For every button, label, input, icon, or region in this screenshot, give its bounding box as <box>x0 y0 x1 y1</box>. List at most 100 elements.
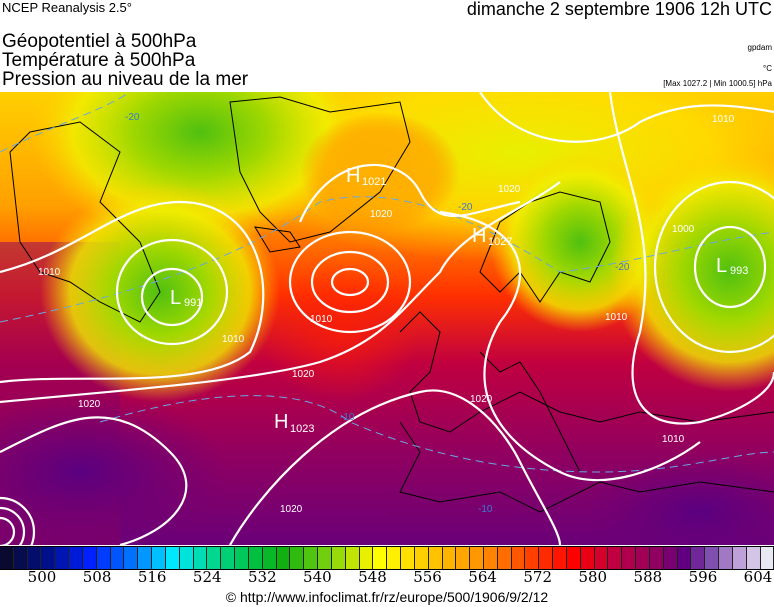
svg-text:1010: 1010 <box>605 312 628 323</box>
colorbar-cell <box>387 547 402 569</box>
weather-map: 1010 1010 1020 1020 1020 1010 1020 1020 … <box>0 92 774 545</box>
svg-text:-20: -20 <box>615 262 630 273</box>
svg-text:1000: 1000 <box>672 224 695 235</box>
colorbar-cell <box>608 547 623 569</box>
colorbar-cell <box>359 547 374 569</box>
svg-text:L: L <box>716 255 727 277</box>
colorbar-cell <box>304 547 319 569</box>
colorbar-cell <box>746 547 761 569</box>
colorbar-label: 540 <box>303 568 332 586</box>
svg-text:-10: -10 <box>478 504 493 515</box>
colorbar-cell <box>428 547 443 569</box>
svg-text:H: H <box>346 165 360 187</box>
colorbar-label: 572 <box>523 568 553 586</box>
colorbar-labels: 500 508 516 524 532 540 548 556 564 572 580 588 596 6… <box>0 568 774 588</box>
svg-text:1010: 1010 <box>712 114 735 125</box>
title-geopotential: Géopotentiel à 500hPa <box>2 31 197 52</box>
unit-gpdam: gpdam <box>747 43 772 52</box>
svg-text:L: L <box>170 287 181 309</box>
colorbar-cell <box>414 547 429 569</box>
colorbar-cell <box>345 547 360 569</box>
isobar-labels: 1010 1010 1020 1020 1020 1010 1020 1020 … <box>38 114 735 515</box>
pressure-center-high-1023: H 1023 <box>274 411 314 435</box>
colorbar-label: 516 <box>137 568 167 586</box>
colorbar-cell <box>483 547 498 569</box>
colorbar-label: 564 <box>468 568 497 586</box>
colorbar-cell <box>235 547 249 569</box>
map-datetime: dimanche 2 septembre 1906 12h UTC <box>466 0 772 19</box>
colorbar-cell <box>649 547 664 569</box>
colorbar-cell <box>594 547 609 569</box>
colorbar-cell <box>124 547 139 569</box>
colorbar-cell <box>373 547 388 569</box>
colorbar-cell <box>82 547 97 569</box>
coastlines <box>9 96 774 513</box>
colorbar-cell <box>470 547 484 569</box>
colorbar-cell <box>248 547 263 569</box>
colorbar-cell <box>55 547 70 569</box>
colorbar-cell <box>539 547 554 569</box>
colorbar-cell <box>663 547 678 569</box>
svg-text:1021: 1021 <box>362 176 386 188</box>
colorbar-cell <box>760 547 774 569</box>
svg-text:1010: 1010 <box>662 434 685 445</box>
svg-text:1010: 1010 <box>222 334 245 345</box>
colorbar-cell <box>553 547 567 569</box>
colorbar-cell <box>276 547 291 569</box>
colorbar-cell <box>152 547 166 569</box>
colorbar-cell <box>207 547 222 569</box>
pressure-center-high-greenland: H 1021 <box>346 165 386 188</box>
colorbar-cell <box>511 547 526 569</box>
colorbar-cell <box>41 547 56 569</box>
colorbar-cell <box>110 547 125 569</box>
svg-text:1020: 1020 <box>280 504 303 515</box>
colorbar-label: 556 <box>413 568 442 586</box>
svg-text:H: H <box>472 225 486 247</box>
title-pressure: Pression au niveau de la mer <box>2 69 249 90</box>
svg-text:-20: -20 <box>125 112 140 123</box>
svg-text:H: H <box>274 411 288 433</box>
svg-text:-10: -10 <box>340 412 355 423</box>
svg-text:1023: 1023 <box>290 423 314 435</box>
svg-text:1027: 1027 <box>488 236 512 248</box>
colorbar-cell <box>165 547 180 569</box>
svg-text:-20: -20 <box>458 202 473 213</box>
colorbar-cell <box>719 547 733 569</box>
colorbar-label: 532 <box>247 568 277 586</box>
svg-text:1010: 1010 <box>38 267 61 278</box>
unit-celsius: °C <box>763 64 772 73</box>
isotherm-labels: -20 -20 -20 -10 -10 <box>125 112 630 515</box>
svg-text:1020: 1020 <box>370 209 393 220</box>
svg-text:1020: 1020 <box>78 399 101 410</box>
colorbar-cell <box>525 547 540 569</box>
colorbar-label: 596 <box>688 568 718 586</box>
colorbar-cell <box>262 547 277 569</box>
colorbar <box>0 546 774 570</box>
colorbar-cell <box>732 547 747 569</box>
colorbar-cell <box>622 547 637 569</box>
colorbar-label: 548 <box>358 568 387 586</box>
svg-text:1020: 1020 <box>292 369 315 380</box>
colorbar-label: 604 <box>743 568 773 586</box>
colorbar-cell <box>566 547 581 569</box>
colorbar-label: 580 <box>578 568 608 586</box>
colorbar-label: 500 <box>27 568 57 586</box>
pressure-center-low-991: L 991 <box>170 287 202 309</box>
title-temperature: Température à 500hPa <box>2 50 196 71</box>
colorbar-cell <box>96 547 111 569</box>
svg-text:1010: 1010 <box>310 314 333 325</box>
colorbar-label: 508 <box>82 568 112 586</box>
colorbar-cell <box>456 547 471 569</box>
colorbar-cell <box>691 547 706 569</box>
copyright-url: © http://www.infoclimat.fr/rz/europe/500… <box>225 589 549 605</box>
colorbar-cell <box>331 547 346 569</box>
isobars <box>0 92 774 545</box>
colorbar-cell <box>193 547 208 569</box>
colorbar-cell <box>290 547 305 569</box>
svg-text:1020: 1020 <box>470 394 493 405</box>
colorbar-cell <box>221 547 236 569</box>
colorbar-cell <box>705 547 720 569</box>
unit-pressure-range: [Max 1027.2 | Min 1000.5] hPa <box>663 79 772 88</box>
colorbar-cell <box>69 547 83 569</box>
colorbar-cell <box>442 547 457 569</box>
